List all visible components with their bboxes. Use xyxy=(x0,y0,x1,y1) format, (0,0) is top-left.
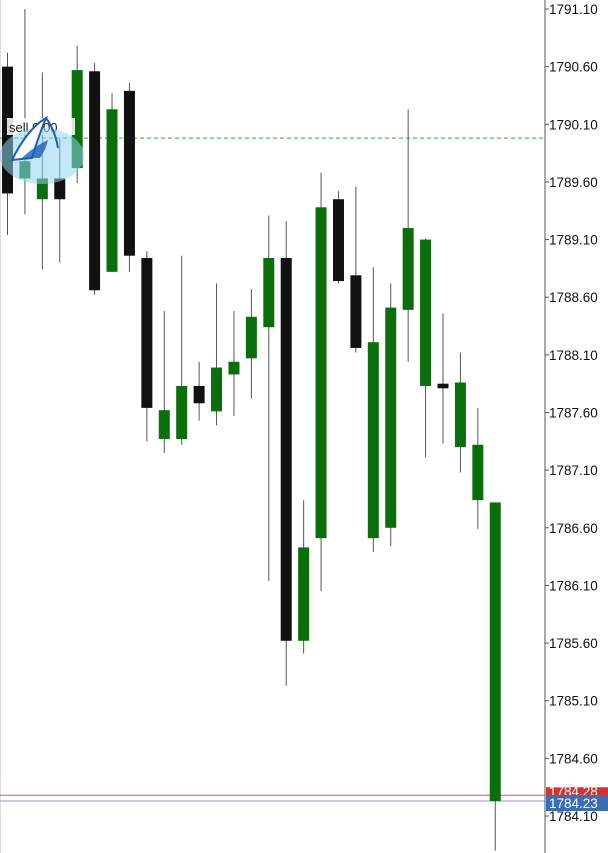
candle-12[interactable] xyxy=(193,361,205,421)
y-tick-label: 1784.60 xyxy=(549,751,598,766)
order-marker[interactable]: sell 0.00 xyxy=(0,115,84,184)
candle-22[interactable] xyxy=(367,267,379,552)
candle-8[interactable] xyxy=(123,82,135,272)
candle-body xyxy=(298,547,310,641)
candle-body xyxy=(245,316,257,359)
candle-body xyxy=(437,383,449,389)
candle-body xyxy=(211,367,223,412)
candle-body xyxy=(489,502,501,802)
candle-25[interactable] xyxy=(420,238,432,458)
candle-body xyxy=(402,228,414,310)
y-tick-label: 1788.10 xyxy=(549,348,598,363)
candle-body xyxy=(367,342,379,539)
y-tick-label: 1789.60 xyxy=(549,175,598,190)
candle-body xyxy=(158,410,170,440)
candle-body xyxy=(315,207,327,539)
candle-13[interactable] xyxy=(211,283,223,426)
candle-body xyxy=(228,361,240,375)
candle-7[interactable] xyxy=(106,93,118,272)
candle-17[interactable] xyxy=(280,221,292,686)
candle-body xyxy=(332,199,344,282)
candle-body xyxy=(123,90,135,256)
candle-28[interactable] xyxy=(472,407,484,529)
bid-price-badge xyxy=(546,795,608,812)
y-tick-label: 1786.10 xyxy=(549,578,598,593)
y-tick-label: 1791.10 xyxy=(549,2,598,17)
y-tick-label: 1788.60 xyxy=(549,290,598,305)
candles[interactable] xyxy=(2,9,501,851)
candle-20[interactable] xyxy=(332,191,344,284)
candle-14[interactable] xyxy=(228,311,240,416)
price-lines xyxy=(0,137,545,802)
y-tick-label: 1790.10 xyxy=(549,117,598,132)
y-tick-label: 1785.10 xyxy=(549,694,598,709)
y-tick-label: 1785.60 xyxy=(549,636,598,651)
candle-19[interactable] xyxy=(315,172,327,592)
y-tick-label: 1790.60 xyxy=(549,60,598,75)
y-tick-label: 1787.10 xyxy=(549,463,598,478)
candle-29[interactable] xyxy=(489,502,501,851)
y-tick-label: 1786.60 xyxy=(549,521,598,536)
candle-10[interactable] xyxy=(158,311,170,453)
candle-27[interactable] xyxy=(454,352,466,473)
candle-body xyxy=(263,258,275,328)
candle-9[interactable] xyxy=(141,251,153,442)
candle-body xyxy=(54,178,66,200)
bid-price-text: 1784.23 xyxy=(549,796,598,811)
y-tick-label: 1789.10 xyxy=(549,233,598,248)
candle-26[interactable] xyxy=(437,313,449,444)
price-axis: 1791.10 1790.60 1790.10 1789.60 1789.10 1788.… xyxy=(545,2,598,824)
candle-body xyxy=(176,385,188,440)
candle-body xyxy=(454,382,466,448)
ask-price-badge xyxy=(546,787,608,798)
candle-body xyxy=(36,178,48,200)
candle-6[interactable] xyxy=(89,63,101,295)
candle-24[interactable] xyxy=(402,109,414,362)
candle-body xyxy=(385,307,397,528)
candle-16[interactable] xyxy=(263,215,275,581)
y-tick-label: 1787.60 xyxy=(549,406,598,421)
candle-body xyxy=(89,71,101,291)
candle-21[interactable] xyxy=(350,186,362,353)
candle-15[interactable] xyxy=(245,289,257,399)
candle-body xyxy=(472,444,484,501)
candle-23[interactable] xyxy=(385,283,397,547)
candle-body xyxy=(193,385,205,404)
candle-body xyxy=(280,258,292,641)
candle-18[interactable] xyxy=(298,500,310,654)
y-tick-label: 1784.10 xyxy=(549,809,598,824)
candle-11[interactable] xyxy=(176,255,188,445)
drag-handle-icon[interactable] xyxy=(0,115,84,184)
candle-body xyxy=(141,258,153,408)
candle-body xyxy=(106,109,118,272)
candle-body xyxy=(71,70,83,169)
candle-body xyxy=(350,275,362,348)
candle-body xyxy=(420,239,432,386)
